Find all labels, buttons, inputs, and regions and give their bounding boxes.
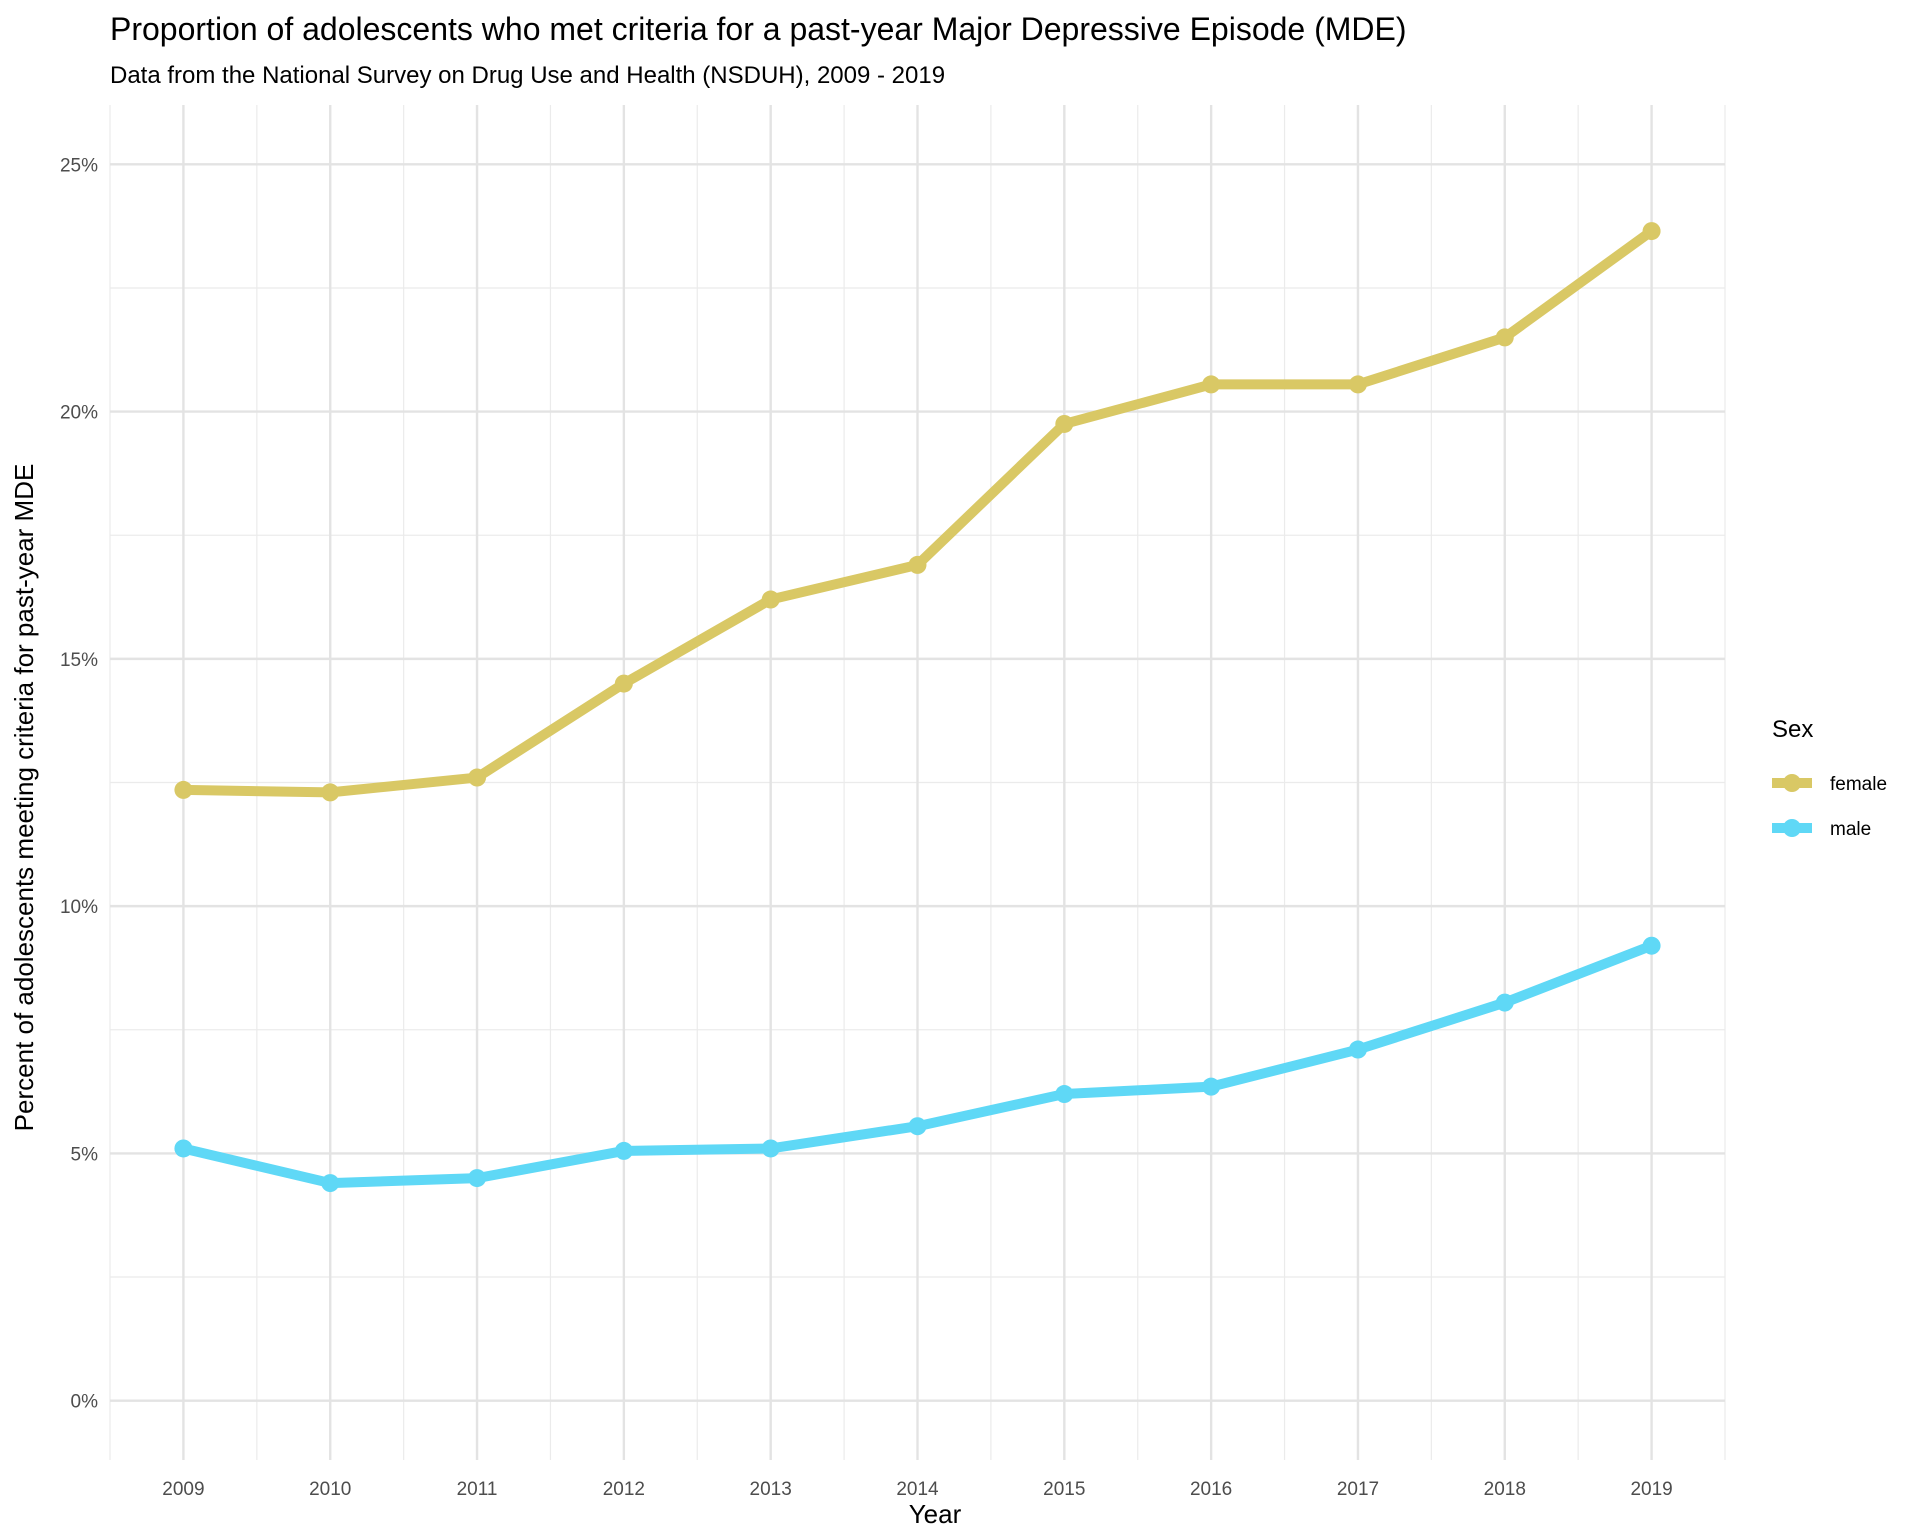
x-tick-label: 2013 bbox=[750, 1479, 792, 1500]
y-tick-label: 0% bbox=[71, 1392, 99, 1413]
legend-key-point bbox=[1783, 819, 1801, 837]
data-point-male bbox=[908, 1117, 927, 1136]
x-tick-label: 2015 bbox=[1043, 1479, 1085, 1500]
legend-item-male: male bbox=[1772, 819, 1871, 840]
data-point-female bbox=[1495, 328, 1514, 347]
x-tick-label: 2009 bbox=[162, 1479, 204, 1500]
data-point-male bbox=[1202, 1077, 1221, 1096]
data-point-male bbox=[1642, 936, 1661, 955]
legend-title: Sex bbox=[1772, 716, 1813, 743]
legend-label-female: female bbox=[1830, 774, 1887, 795]
y-tick-label: 15% bbox=[60, 650, 98, 671]
data-point-female bbox=[321, 783, 340, 802]
data-point-male bbox=[614, 1141, 633, 1160]
x-tick-label: 2012 bbox=[603, 1479, 645, 1500]
series-layer bbox=[174, 222, 1661, 1193]
x-axis-title: Year bbox=[909, 1499, 962, 1529]
x-tick-label: 2010 bbox=[309, 1479, 351, 1500]
x-tick-label: 2017 bbox=[1337, 1479, 1379, 1500]
x-axis-ticks: 2009 2010 2011 2012 2013 2014 2015 2016 2017 2018… bbox=[162, 1479, 1672, 1500]
y-tick-label: 10% bbox=[60, 897, 98, 918]
data-point-male bbox=[1055, 1085, 1074, 1104]
x-tick-label: 2018 bbox=[1484, 1479, 1526, 1500]
data-point-female bbox=[908, 555, 927, 574]
legend-key-point bbox=[1783, 774, 1801, 792]
data-point-female bbox=[761, 590, 780, 609]
data-point-female bbox=[1055, 414, 1074, 433]
y-axis-title: Percent of adolescents meeting criteria … bbox=[9, 464, 39, 1132]
data-point-male bbox=[174, 1139, 193, 1158]
y-tick-label: 5% bbox=[71, 1144, 99, 1165]
legend: Sex female male bbox=[1772, 716, 1887, 840]
data-point-female bbox=[1642, 222, 1661, 241]
data-point-female bbox=[174, 780, 193, 799]
x-tick-label: 2014 bbox=[896, 1479, 939, 1500]
data-point-female bbox=[614, 674, 633, 693]
data-point-male bbox=[1495, 993, 1514, 1012]
data-point-female bbox=[1348, 375, 1367, 394]
y-axis-ticks: 0% 5% 10% 15% 20% 25% bbox=[60, 155, 98, 1412]
x-tick-label: 2016 bbox=[1190, 1479, 1232, 1500]
data-point-male bbox=[761, 1139, 780, 1158]
legend-item-female: female bbox=[1772, 774, 1887, 795]
data-point-male bbox=[1348, 1040, 1367, 1059]
x-tick-label: 2011 bbox=[457, 1479, 498, 1500]
legend-label-male: male bbox=[1830, 819, 1871, 840]
data-point-female bbox=[468, 768, 487, 787]
chart-subtitle: Data from the National Survey on Drug Us… bbox=[110, 62, 945, 89]
y-tick-label: 25% bbox=[60, 155, 98, 176]
y-tick-label: 20% bbox=[60, 403, 98, 424]
x-tick-label: 2019 bbox=[1630, 1479, 1672, 1500]
chart-title: Proportion of adolescents who met criter… bbox=[110, 11, 1407, 47]
data-point-male bbox=[468, 1169, 487, 1188]
series-female bbox=[174, 222, 1661, 802]
data-point-female bbox=[1202, 375, 1221, 394]
data-point-male bbox=[321, 1174, 340, 1193]
series-male bbox=[174, 936, 1661, 1193]
